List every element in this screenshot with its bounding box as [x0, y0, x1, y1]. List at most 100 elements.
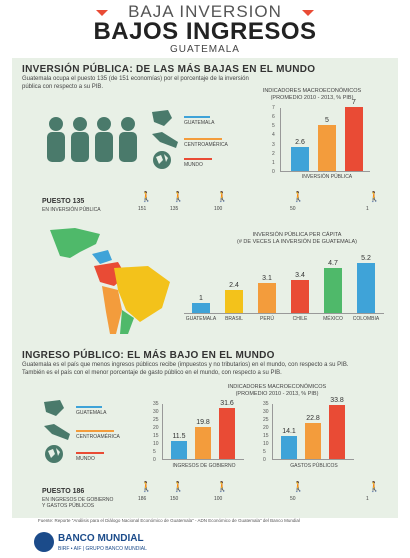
chart1-value: 7 [352, 99, 356, 106]
rank-number: 50 [290, 496, 296, 502]
centroamerica-map-icon [152, 132, 178, 148]
walking-person-icon: 🚶 [140, 192, 153, 203]
ingreso-chart-group: 11.5 19.8 31.6 35 30 25 20 15 10 5 0 [153, 400, 244, 463]
ingreso-tick: 5 [153, 449, 156, 455]
rank-number: 1 [366, 206, 369, 212]
chart2-category: MÉXICO [323, 316, 343, 322]
ingreso-chart-group: 14.1 22.8 33.8 35 30 25 20 15 10 5 0 [263, 397, 354, 463]
centroamerica-map-icon [44, 424, 70, 440]
chart2-category: BRASIL [225, 316, 243, 322]
ingreso-value: 19.8 [196, 419, 210, 427]
chart2-value: 3.1 [262, 275, 272, 283]
world-bank-sub: BIRF • AIF | GRUPO BANCO MUNDIAL [58, 546, 147, 552]
world-bank-name: BANCO MUNDIAL [58, 533, 144, 544]
header-top: BAJA INVERSION [128, 2, 282, 21]
chart2-bar [258, 283, 276, 313]
chart1-tick: 2 [272, 150, 275, 157]
globe-icon [45, 445, 63, 463]
header: BAJA INVERSION BAJOS INGRESOS GUATEMALA [0, 0, 410, 58]
ingreso-bar [219, 408, 235, 459]
chart1-tick: 0 [272, 169, 275, 175]
ingreso-value: 33.8 [330, 396, 344, 404]
chart1-bar [345, 107, 363, 171]
ingreso-tick: 30 [153, 409, 159, 415]
chart1-tick: 7 [272, 105, 275, 111]
chart2-bar [324, 267, 342, 313]
walking-person-icon: 🚶 [292, 192, 305, 203]
chart1-tick: 4 [272, 132, 275, 139]
chart1-value: 5 [325, 117, 329, 125]
ingreso-tick: 20 [153, 425, 159, 431]
chart2-value: 5.2 [361, 254, 371, 262]
chart2-value: 2.4 [229, 281, 239, 289]
chart2-value: 3.4 [295, 272, 305, 280]
chart2-category: PERÚ [260, 316, 274, 322]
chart2-value: 1 [199, 295, 203, 303]
chart1-plot: 2.6 5 7 7 6 5 4 3 2 1 0 [272, 99, 370, 175]
people-icon [47, 117, 137, 162]
chart1-tick: 6 [272, 114, 275, 121]
ingreso-tick: 20 [263, 425, 269, 431]
chart1-tick: 5 [272, 123, 275, 130]
walking-person-icon: 🚶 [172, 192, 185, 203]
ingreso-tick: 15 [153, 433, 159, 439]
chart1-tick: 3 [272, 141, 275, 148]
guatemala-map-icon [44, 400, 64, 416]
legend-mundo: MUNDO [76, 456, 95, 462]
walking-person-icon: 🚶 [140, 482, 153, 493]
legend-centroamerica: CENTROAMÉRICA [184, 142, 228, 148]
ingreso-bar [195, 427, 211, 459]
ingreso-value: 11.5 [172, 432, 186, 440]
header-sub: GUATEMALA [170, 44, 240, 55]
walking-person-icon: 🚶 [368, 482, 381, 493]
ingreso-value: 31.6 [220, 400, 234, 408]
chart2-bar [291, 280, 309, 313]
chart2-category: CHILE [292, 316, 308, 322]
ingreso-tick: 5 [263, 449, 266, 455]
walking-person-icon: 🚶 [216, 192, 229, 203]
chart2-category: GUATEMALA [185, 316, 217, 322]
ingreso-tick: 10 [263, 441, 269, 447]
globe-icon [153, 151, 171, 169]
rank-number: 100 [214, 496, 223, 502]
chart1-bar [291, 147, 309, 171]
rank-number: 50 [290, 206, 296, 212]
inversion-panel: INVERSIÓN PÚBLICA: DE LAS MÁS BAJAS EN E… [12, 58, 398, 338]
ingreso-value: 22.8 [306, 414, 320, 422]
guatemala-map-icon [152, 110, 172, 126]
chart1-bar [318, 125, 336, 171]
source-note: Fuente: Reporte "Análisis para el Diálog… [38, 518, 300, 523]
ingreso-text: Guatemala es el país que menos ingresos … [22, 362, 349, 376]
ingreso-tick: 10 [153, 441, 159, 447]
walking-person-icon: 🚶 [172, 482, 185, 493]
ingreso-tick: 15 [263, 433, 269, 439]
ingreso-tick: 25 [153, 417, 159, 423]
ingreso-tick: 35 [153, 401, 159, 407]
rank-number: 1 [366, 496, 369, 502]
puesto-186-sub: EN INGRESOS DE GOBIERNO Y GASTOS PÚBLICO… [42, 497, 114, 509]
puesto-186-title: PUESTO 186 [42, 488, 85, 495]
chart1-title: INDICADORES MACROECONÓMICOS (PROMEDIO 20… [262, 88, 362, 101]
ingreso-group-label: GASTOS PÚBLICOS [290, 463, 338, 469]
ingreso-value: 14.1 [282, 428, 296, 436]
ingreso-tick: 0 [263, 457, 266, 463]
walking-person-icon: 🚶 [216, 482, 229, 493]
rank-number: 186 [138, 496, 147, 502]
ingreso-tick: 35 [263, 401, 269, 407]
ingreso-bar [171, 440, 187, 459]
ingreso-chart-title: INDICADORES MACROECONÓMICOS (PROMEDIO 20… [227, 384, 327, 397]
puesto-135-sub: EN INVERSIÓN PÚBLICA [42, 207, 101, 213]
chart1-tick: 1 [272, 159, 275, 166]
triangle-icon [96, 10, 108, 16]
chart2-category: COLOMBIA [352, 316, 380, 322]
ingreso-tick: 30 [263, 409, 269, 415]
americas-map-icon [50, 228, 170, 334]
ingreso-tick: 0 [153, 457, 156, 463]
header-main: BAJOS INGRESOS [93, 18, 317, 45]
puesto-135-title: PUESTO 135 [42, 198, 85, 205]
ingreso-bar [329, 404, 345, 459]
legend-mundo: MUNDO [184, 162, 203, 168]
chart2-plot: 1 GUATEMALA 2.4 BRASIL 3.1 PERÚ 3.4 CHILE 4.7 MÉX… [184, 254, 384, 322]
ingreso-bar [281, 436, 297, 459]
walking-person-icon: 🚶 [292, 482, 305, 493]
